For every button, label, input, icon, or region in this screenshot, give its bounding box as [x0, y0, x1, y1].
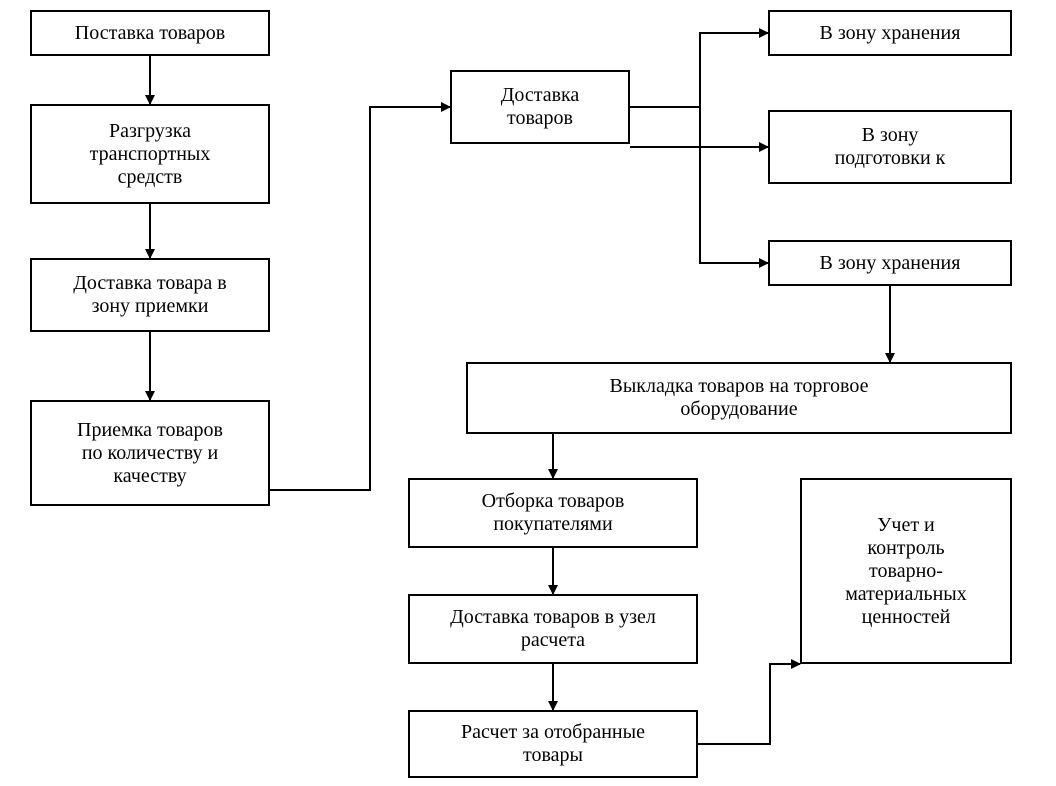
- node-label: Поставка товаров: [75, 22, 225, 45]
- node-display-on-equipment: Выкладка товаров на торговое оборудовани…: [466, 362, 1012, 434]
- node-label: Учет и контроль товарно- материальных це…: [845, 514, 967, 629]
- node-customer-selection: Отборка товаров покупателями: [408, 478, 698, 548]
- flowchart-canvas: Поставка товаров Разгрузка транспортных …: [0, 0, 1056, 786]
- node-payment: Расчет за отобранные товары: [408, 710, 698, 778]
- node-label: Отборка товаров покупателями: [482, 490, 625, 536]
- edge-n4-n5: [270, 107, 450, 490]
- node-supply-goods: Поставка товаров: [30, 10, 270, 56]
- node-acceptance-check: Приемка товаров по количеству и качеству: [30, 400, 270, 506]
- node-delivery-to-checkout: Доставка товаров в узел расчета: [408, 594, 698, 664]
- edge-n5-n6: [630, 33, 768, 107]
- node-label: Выкладка товаров на торговое оборудовани…: [610, 375, 869, 421]
- node-label: В зону подготовки к: [835, 124, 946, 170]
- node-delivery-to-reception: Доставка товара в зону приемки: [30, 258, 270, 332]
- node-accounting-control: Учет и контроль товарно- материальных це…: [800, 478, 1012, 664]
- node-label: Приемка товаров по количеству и качеству: [77, 419, 223, 488]
- node-label: Доставка товаров: [501, 84, 580, 130]
- node-label: В зону хранения: [820, 252, 961, 275]
- node-label: Доставка товара в зону приемки: [73, 272, 226, 318]
- node-to-storage-zone-2: В зону хранения: [768, 240, 1012, 286]
- node-unload-vehicles: Разгрузка транспортных средств: [30, 104, 270, 204]
- edge-n12-n13: [698, 664, 800, 744]
- node-label: Расчет за отобранные товары: [461, 721, 645, 767]
- node-label: В зону хранения: [820, 22, 961, 45]
- node-delivery-goods: Доставка товаров: [450, 70, 630, 144]
- node-label: Доставка товаров в узел расчета: [450, 606, 656, 652]
- edge-n5-n8: [630, 107, 768, 263]
- node-label: Разгрузка транспортных средств: [90, 120, 211, 189]
- node-to-preparation-zone: В зону подготовки к: [768, 110, 1012, 184]
- node-to-storage-zone-1: В зону хранения: [768, 10, 1012, 56]
